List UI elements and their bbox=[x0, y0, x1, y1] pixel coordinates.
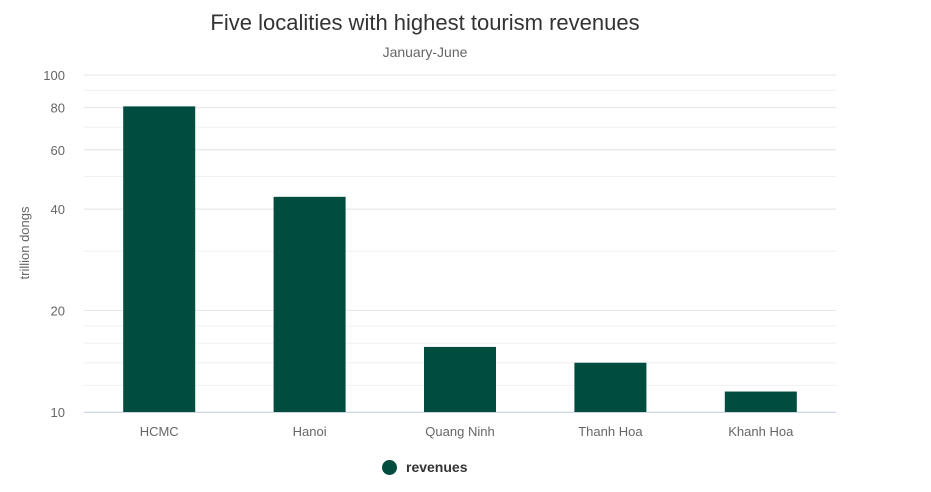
y-tick-label: 10 bbox=[51, 405, 65, 420]
y-tick-label: 100 bbox=[43, 68, 65, 83]
bars bbox=[123, 106, 797, 413]
y-tick-label: 60 bbox=[51, 143, 65, 158]
chart-title: Five localities with highest tourism rev… bbox=[210, 10, 640, 35]
bar-hcmc[interactable] bbox=[123, 106, 196, 413]
y-tick-labels: 10 20 40 60 80 100 bbox=[43, 68, 65, 420]
y-tick-label: 40 bbox=[51, 202, 65, 217]
bar-quang-ninh[interactable] bbox=[424, 346, 496, 412]
legend[interactable]: revenues bbox=[382, 459, 467, 475]
bar-khanh-hoa[interactable] bbox=[724, 391, 797, 412]
y-axis-title: trillion dongs bbox=[17, 206, 32, 279]
x-tick-label: Thanh Hoa bbox=[578, 424, 643, 439]
x-tick-label: HCMC bbox=[140, 424, 179, 439]
x-tick-label: Khanh Hoa bbox=[728, 424, 794, 439]
x-tick-label: Hanoi bbox=[293, 424, 327, 439]
bar-thanh-hoa[interactable] bbox=[574, 362, 647, 412]
chart-subtitle: January-June bbox=[382, 44, 468, 60]
x-tick-label: Quang Ninh bbox=[425, 424, 494, 439]
y-tick-label: 80 bbox=[51, 101, 65, 116]
bar-hanoi[interactable] bbox=[273, 196, 346, 412]
legend-label: revenues bbox=[406, 459, 468, 475]
x-tick-labels: HCMC Hanoi Quang Ninh Thanh Hoa Khanh Hoa bbox=[140, 424, 794, 439]
legend-marker bbox=[382, 459, 397, 475]
y-tick-label: 20 bbox=[51, 304, 65, 319]
